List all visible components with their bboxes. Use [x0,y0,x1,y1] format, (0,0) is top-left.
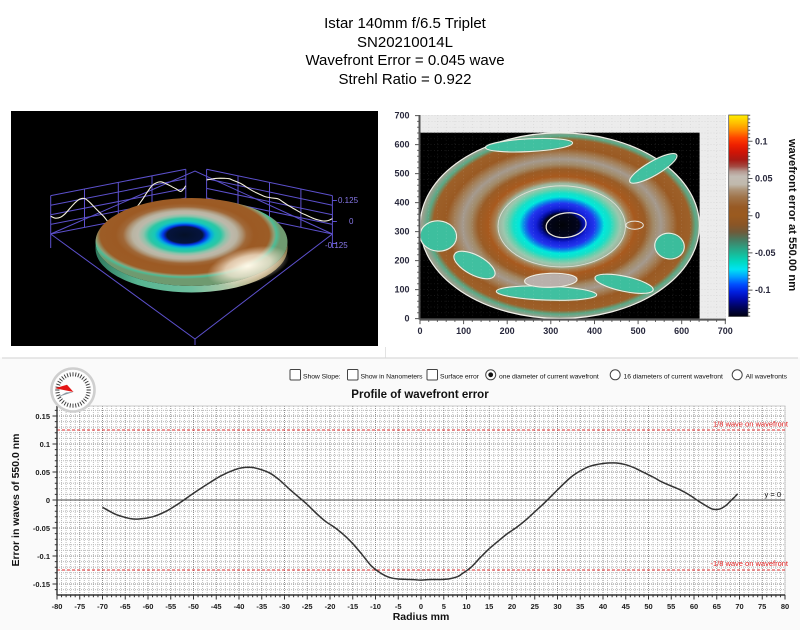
svg-text:Show in Nanometers: Show in Nanometers [361,373,424,380]
svg-text:-40: -40 [234,602,245,611]
svg-text:0.1: 0.1 [755,136,768,146]
svg-text:-0.1: -0.1 [37,552,50,561]
svg-text:0.125: 0.125 [338,196,359,205]
svg-text:one diameter of current wavefr: one diameter of current wavefront [499,373,599,380]
svg-text:-45: -45 [211,602,222,611]
svg-text:-80: -80 [52,602,63,611]
svg-text:Profile of wavefront error: Profile of wavefront error [351,389,489,401]
svg-text:500: 500 [394,169,409,179]
svg-text:-35: -35 [256,602,267,611]
svg-text:50: 50 [644,602,652,611]
svg-text:0.05: 0.05 [35,468,50,477]
svg-text:Show Slope:: Show Slope: [303,373,341,380]
svg-text:40: 40 [599,602,607,611]
svg-text:-0.125: -0.125 [325,241,348,250]
svg-text:15: 15 [485,602,493,611]
svg-text:-25: -25 [302,602,313,611]
svg-text:Radius mm: Radius mm [393,611,450,623]
svg-text:300: 300 [394,227,409,237]
svg-text:wavefront error at 550.00 nm: wavefront error at 550.00 nm [786,138,798,291]
svg-text:5: 5 [442,602,446,611]
svg-text:-1/8 wave on wavefront: -1/8 wave on wavefront [710,559,788,568]
svg-text:y = 0: y = 0 [765,490,781,499]
svg-text:Surface error: Surface error [440,373,480,380]
svg-text:-55: -55 [165,602,176,611]
svg-text:-50: -50 [188,602,199,611]
svg-text:700: 700 [718,326,733,336]
svg-text:20: 20 [508,602,516,611]
svg-text:-70: -70 [97,602,108,611]
svg-text:60: 60 [690,602,698,611]
svg-text:500: 500 [631,326,646,336]
svg-text:-30: -30 [279,602,290,611]
svg-text:0.05: 0.05 [755,174,773,184]
svg-text:-15: -15 [347,602,358,611]
svg-text:0: 0 [755,211,760,221]
svg-text:400: 400 [394,198,409,208]
svg-text:0: 0 [46,496,50,505]
svg-text:0: 0 [419,602,423,611]
svg-text:300: 300 [543,326,558,336]
svg-text:200: 200 [500,326,515,336]
svg-text:100: 100 [456,326,471,336]
svg-text:80: 80 [781,602,789,611]
svg-text:600: 600 [674,326,689,336]
svg-text:16 diameters of current wavefr: 16 diameters of current wavefront [624,373,723,380]
svg-text:-65: -65 [120,602,131,611]
svg-text:400: 400 [587,326,602,336]
svg-text:0: 0 [417,326,422,336]
svg-text:55: 55 [667,602,675,611]
svg-text:25: 25 [531,602,539,611]
svg-text:Error in waves of 550.0 nm: Error in waves of 550.0 nm [10,433,22,566]
svg-text:All wavefronts: All wavefronts [746,373,788,380]
svg-text:45: 45 [622,602,630,611]
svg-text:-5: -5 [395,602,402,611]
svg-text:-10: -10 [370,602,381,611]
svg-text:65: 65 [713,602,721,611]
svg-text:0: 0 [349,217,354,226]
svg-text:200: 200 [394,256,409,266]
svg-text:0.15: 0.15 [35,412,50,421]
svg-text:1/8 wave on wavefront: 1/8 wave on wavefront [713,420,789,429]
svg-text:100: 100 [394,285,409,295]
svg-text:-60: -60 [143,602,154,611]
svg-text:-0.05: -0.05 [33,524,50,533]
svg-text:70: 70 [735,602,743,611]
svg-text:600: 600 [394,140,409,150]
svg-text:30: 30 [553,602,561,611]
svg-text:10: 10 [462,602,470,611]
svg-text:75: 75 [758,602,766,611]
svg-text:-0.1: -0.1 [755,285,771,295]
svg-text:-0.15: -0.15 [33,580,50,589]
svg-text:700: 700 [394,111,409,121]
svg-text:0.1: 0.1 [40,440,50,449]
svg-text:-20: -20 [325,602,336,611]
svg-text:0: 0 [404,314,409,324]
svg-text:-0.05: -0.05 [755,248,776,258]
svg-text:-75: -75 [74,602,85,611]
svg-text:35: 35 [576,602,584,611]
